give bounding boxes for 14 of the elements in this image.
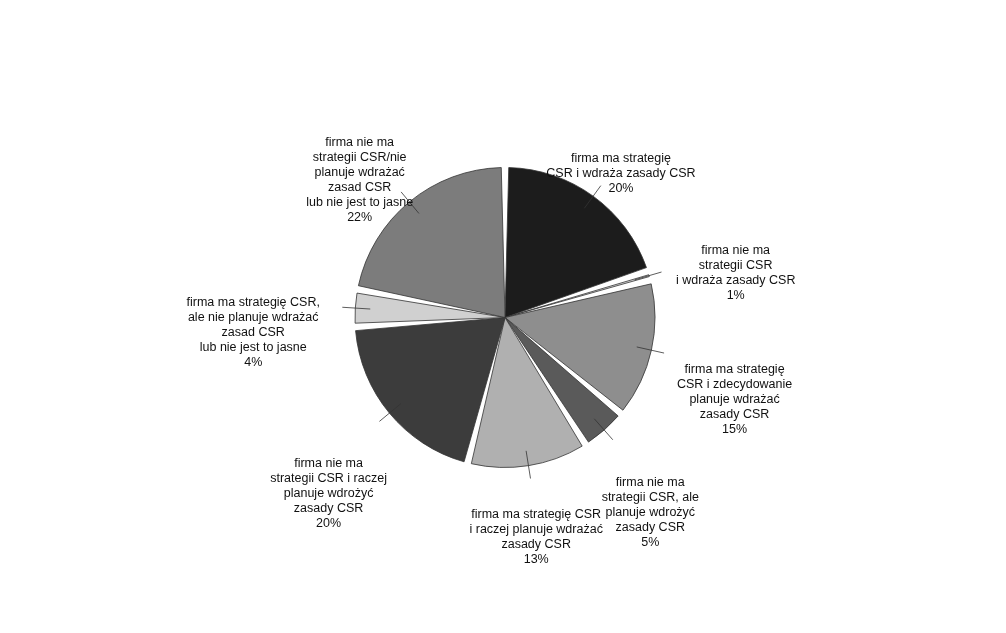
slice-label: firma ma strategię CSR i wdraża zasady CSR [546, 150, 696, 180]
data-label: 22% [347, 209, 373, 224]
slice-label: firma nie ma strategii CSR i raczej planuje wdrożyć zasady CSR [270, 456, 387, 516]
slice-label: firma ma strategię CSR i zdecydowanie planuje wdrażać zasady CSR [676, 361, 793, 421]
data-label: 13% [523, 552, 549, 567]
data-label: 1% [726, 288, 745, 303]
data-label: 15% [722, 421, 748, 436]
slice-label: firma ma strategię CSR i raczej planuje wdrażać zasady CSR [469, 507, 603, 552]
data-label: 20% [316, 516, 342, 531]
data-label: 20% [608, 180, 634, 195]
legend-label: firma ma strategię CSR, ale nie planuje wdrażać zasad CSR lub nie jest to jasne [186, 294, 320, 354]
data-label: 5% [641, 535, 660, 550]
slice-label: firma nie ma strategii CSR i wdraża zasady CSR [675, 243, 796, 288]
data-label: 4% [244, 354, 263, 369]
